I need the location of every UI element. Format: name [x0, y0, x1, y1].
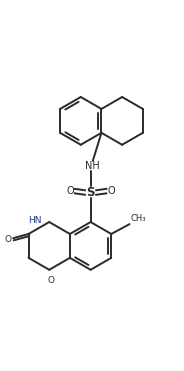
- Text: S: S: [86, 186, 95, 199]
- Text: CH₃: CH₃: [131, 214, 146, 223]
- Text: O: O: [47, 276, 54, 285]
- Text: NH: NH: [85, 161, 99, 171]
- Text: O: O: [5, 235, 12, 244]
- Text: O: O: [67, 186, 74, 196]
- Text: O: O: [107, 186, 115, 196]
- Text: HN: HN: [28, 216, 41, 225]
